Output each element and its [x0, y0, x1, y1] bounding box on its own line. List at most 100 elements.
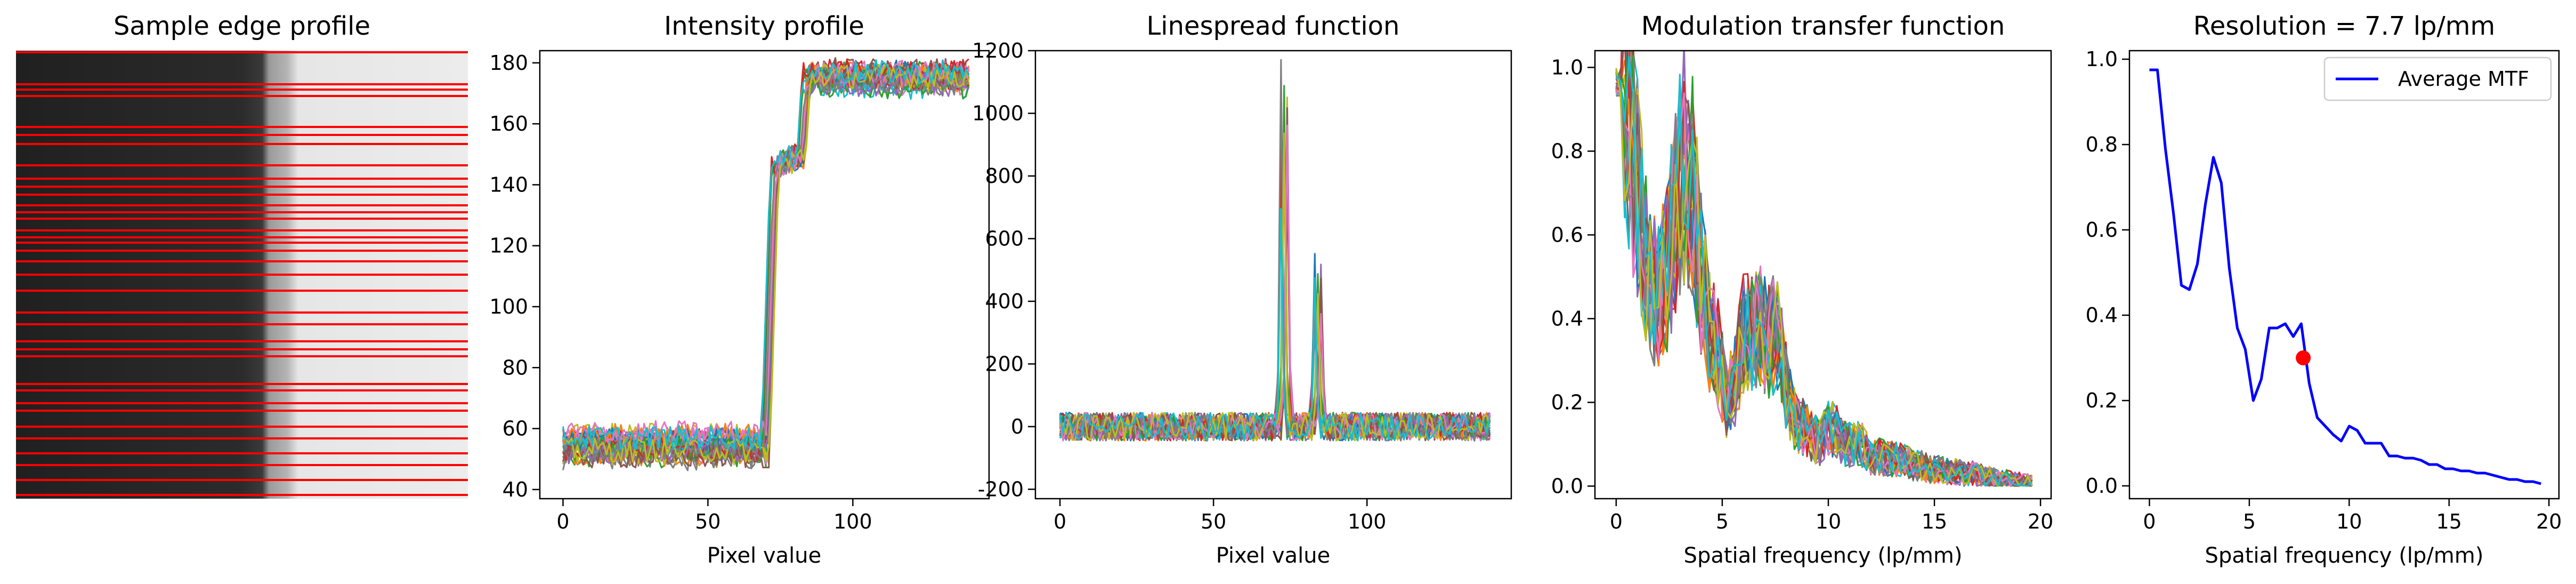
linespread-series-0 — [1059, 179, 1491, 442]
panel4-frame — [1594, 50, 2052, 500]
linespread-series-group — [1059, 59, 1491, 442]
p5-ytick-label: 0.8 — [2086, 133, 2118, 156]
p2-xtick-label: 50 — [695, 510, 720, 533]
p4-ytick-label: 0.6 — [1551, 223, 1583, 246]
linespread-series-10 — [1059, 167, 1490, 442]
intensity-series-25 — [562, 65, 970, 469]
linespread-series-20 — [1060, 150, 1491, 441]
panel4-ticks: 0 5 10 15 20 0.0 0.2 0.4 0.6 0.8 1.0 — [1551, 55, 2054, 533]
p5-xtick-label: 20 — [2536, 510, 2562, 533]
panel-resolution: Resolution = 7.7 lp/mm 0 5 10 15 20 0.0 0.2 0.4… — [2086, 11, 2562, 568]
p3-xtick-label: 50 — [1201, 510, 1226, 533]
p5-ytick-label: 0.4 — [2086, 303, 2118, 327]
linespread-series-27 — [1059, 59, 1491, 442]
intensity-series-27 — [562, 70, 970, 462]
mtf-series-28 — [1615, 68, 2033, 487]
linespread-series-13 — [1059, 149, 1491, 442]
mtf-series-group — [1615, 51, 2033, 487]
p3-xtick-label: 0 — [1054, 510, 1066, 533]
p5-ytick-label: 1.0 — [2086, 47, 2118, 71]
linespread-series-21 — [1059, 112, 1490, 442]
linespread-series-5 — [1059, 126, 1491, 442]
panel2-xlabel: Pixel value — [707, 543, 822, 568]
intensity-series-28 — [562, 63, 970, 463]
intensity-series-group — [562, 57, 970, 471]
average-mtf-group — [2149, 68, 2541, 485]
legend-label-average-mtf: Average MTF — [2398, 67, 2529, 91]
panel2-frame — [539, 50, 990, 500]
mtf-series-29 — [1615, 55, 2033, 487]
p4-ytick-label: 0.0 — [1551, 474, 1583, 498]
panel5-title: Resolution = 7.7 lp/mm — [2193, 11, 2496, 41]
legend: Average MTF — [2323, 57, 2552, 101]
p3-ytick-label: 600 — [985, 227, 1024, 250]
p3-ytick-label: 0 — [1011, 415, 1024, 438]
panel3-xlabel: Pixel value — [1216, 543, 1331, 568]
p5-ytick-label: 0.0 — [2086, 474, 2118, 498]
panel-intensity-profile: Intensity profile 0 50 100 40 60 80 100 120 140 1… — [489, 11, 990, 568]
linespread-series-16 — [1059, 97, 1491, 442]
p4-xtick-label: 10 — [1816, 510, 1841, 533]
linespread-series-7 — [1059, 119, 1491, 442]
intensity-series-29 — [562, 59, 970, 451]
panel-sample-edge: Sample edge profile — [16, 11, 468, 499]
p2-ytick-label: 40 — [503, 478, 528, 501]
p5-xtick-label: 15 — [2436, 510, 2462, 533]
p4-xtick-label: 15 — [1922, 510, 1947, 533]
legend-box — [2323, 57, 2552, 101]
linespread-series-6 — [1059, 151, 1491, 442]
panel5-ticks: 0 5 10 15 20 0.0 0.2 0.4 0.6 0.8 1.0 — [2086, 47, 2562, 533]
linespread-series-18 — [1059, 97, 1490, 442]
p4-ytick-label: 0.4 — [1551, 307, 1583, 330]
panel2-title: Intensity profile — [664, 11, 864, 41]
p2-xtick-label: 0 — [556, 510, 569, 533]
panel4-title: Modulation transfer function — [1641, 11, 2005, 41]
linespread-series-29 — [1059, 208, 1491, 442]
p3-ytick-label: 200 — [985, 352, 1024, 375]
p5-ytick-label: 0.6 — [2086, 218, 2118, 242]
panel3-frame — [1034, 50, 1512, 500]
panel5-frame — [2128, 50, 2560, 500]
linespread-series-17 — [1059, 139, 1491, 442]
linespread-series-19 — [1059, 153, 1491, 441]
panel-linespread: Linespread function 0 50 100 -200 0 200 400 600… — [972, 11, 1512, 568]
panel2-ticks: 0 50 100 40 60 80 100 120 140 160 180 — [489, 51, 872, 533]
linespread-series-22 — [1059, 102, 1490, 442]
p2-ytick-label: 60 — [503, 417, 528, 441]
linespread-series-4 — [1059, 93, 1490, 442]
panel3-title: Linespread function — [1147, 11, 1400, 41]
linespread-series-2 — [1059, 85, 1491, 442]
p3-xtick-label: 100 — [1348, 510, 1387, 533]
linespread-series-1 — [1059, 193, 1491, 442]
panel5-xlabel: Spatial frequency (lp/mm) — [2205, 543, 2484, 568]
p5-xtick-label: 10 — [2336, 510, 2362, 533]
linespread-series-12 — [1059, 144, 1490, 442]
linespread-series-26 — [1059, 124, 1491, 442]
linespread-series-11 — [1059, 159, 1491, 442]
p2-ytick-label: 160 — [489, 112, 528, 135]
panel3-ticks: 0 50 100 -200 0 200 400 600 800 1000 1200 — [972, 39, 1386, 533]
linespread-series-25 — [1059, 107, 1491, 442]
resolution-marker — [2296, 350, 2311, 365]
p3-ytick-label: -200 — [978, 477, 1024, 501]
p5-xtick-label: 0 — [2143, 510, 2156, 533]
p3-ytick-label: 1000 — [972, 101, 1024, 125]
p4-ytick-label: 1.0 — [1551, 55, 1583, 79]
p2-ytick-label: 180 — [489, 51, 528, 75]
p2-ytick-label: 120 — [489, 234, 528, 258]
linespread-series-14 — [1059, 127, 1490, 442]
p3-ytick-label: 800 — [985, 164, 1024, 188]
p5-xtick-label: 5 — [2243, 510, 2256, 533]
linespread-series-28 — [1059, 132, 1491, 442]
p3-ytick-label: 400 — [985, 290, 1024, 313]
linespread-series-23 — [1059, 133, 1490, 442]
linespread-series-8 — [1059, 125, 1491, 442]
average-mtf-line — [2149, 68, 2541, 485]
linespread-series-3 — [1059, 181, 1491, 442]
panel4-xlabel: Spatial frequency (lp/mm) — [1684, 543, 1963, 568]
panel-mtf: Modulation transfer function 0 5 10 15 20 0.0… — [1551, 11, 2054, 568]
p3-ytick-label: 1200 — [972, 39, 1024, 62]
p2-xtick-label: 100 — [833, 510, 872, 533]
p4-xtick-label: 0 — [1610, 510, 1623, 533]
